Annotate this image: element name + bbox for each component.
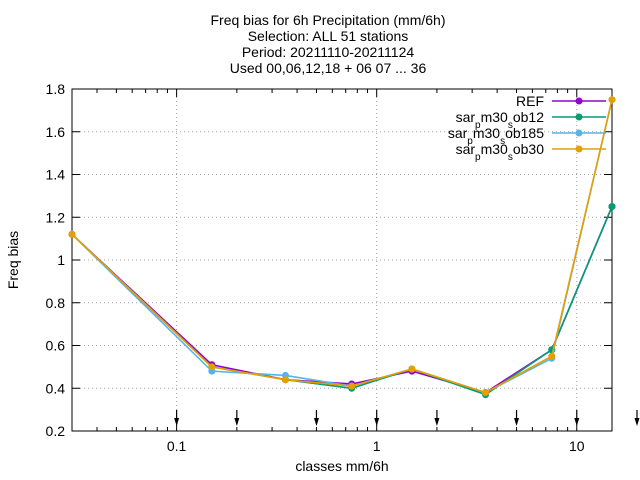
- series-point: [348, 382, 356, 390]
- legend-swatch-point: [575, 145, 583, 153]
- y-tick-label: 0.2: [46, 423, 66, 439]
- x-tick-label: 1: [373, 438, 381, 454]
- class-limit-arrow-head: [434, 418, 440, 426]
- class-limit-arrow-head: [514, 418, 520, 426]
- x-tick-label: 0.1: [167, 438, 187, 454]
- y-tick-label: 1.4: [46, 167, 66, 183]
- grid-lines: [72, 88, 612, 432]
- series-point: [548, 352, 556, 360]
- series-point: [482, 389, 490, 397]
- legend-swatch-point: [575, 129, 583, 137]
- legend-swatch-point: [575, 113, 583, 121]
- series-layer: [68, 96, 616, 399]
- legend-label: REF: [516, 93, 544, 109]
- series-point: [408, 365, 416, 373]
- chart-title-line-3: Period: 20211110-20211124: [242, 44, 415, 60]
- legend-swatch-point: [575, 97, 583, 105]
- y-tick-label: 0.8: [46, 295, 66, 311]
- class-limit-arrow-head: [313, 418, 319, 426]
- chart-title-line-2: Selection: ALL 51 stations: [248, 28, 409, 44]
- y-tick-label: 0.4: [46, 380, 66, 396]
- y-axis-label: Freq bias: [5, 231, 21, 289]
- chart-title-line-4: Used 00,06,12,18 + 06 07 ... 36: [230, 60, 427, 76]
- chart-title-line-1: Freq bias for 6h Precipitation (mm/6h): [211, 12, 446, 28]
- legend-label: sarpm30sob12: [456, 109, 545, 131]
- class-limit-arrow-head: [574, 418, 580, 426]
- class-limit-arrow-head: [174, 418, 180, 426]
- class-limit-arrow-head: [234, 418, 240, 426]
- y-tick-label: 1.8: [46, 81, 66, 97]
- x-axis-label: classes mm/6h: [295, 458, 388, 474]
- x-tick-label: 10: [569, 438, 585, 454]
- series-point: [608, 96, 616, 104]
- axis-ticks: 0.2 0.4 0.6 0.8 1 1.2 1.4 1.6 1.8 0.1 1 10: [46, 81, 612, 454]
- y-tick-label: 1: [57, 252, 65, 268]
- series-point: [608, 203, 616, 211]
- series-point: [281, 376, 289, 384]
- y-tick-label: 1.2: [46, 209, 66, 225]
- y-tick-label: 0.6: [46, 338, 66, 354]
- series-point: [68, 230, 76, 238]
- legend-label: sarpm30sob185: [448, 125, 544, 147]
- series-line: [71, 99, 613, 394]
- class-limit-arrow-head: [634, 418, 640, 426]
- class-limit-arrows: [174, 410, 640, 426]
- legend-label: sarpm30sob30: [456, 141, 545, 163]
- class-limit-arrow-head: [374, 418, 380, 426]
- y-tick-label: 1.6: [46, 124, 66, 140]
- series-point: [208, 363, 216, 371]
- series-line: [71, 206, 613, 396]
